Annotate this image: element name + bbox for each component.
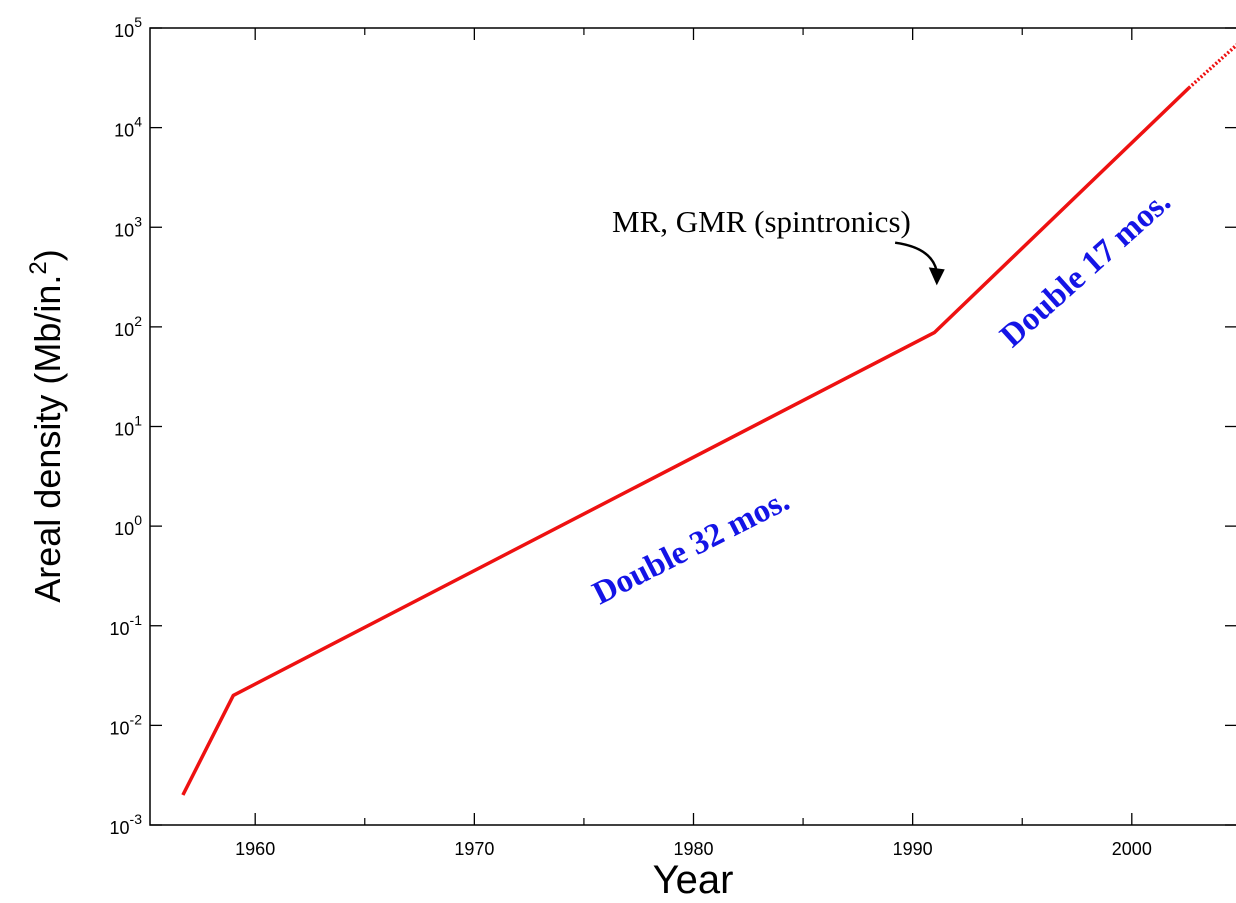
y-tick-base: 10 [110,818,130,838]
x-axis-title: Year [653,858,734,902]
y-tick-label: 10-3 [110,811,143,838]
y-tick-exponent: 2 [134,313,142,329]
y-tick-base: 10 [110,718,130,738]
y-tick-exponent: 4 [134,114,142,130]
y-tick-label: 100 [114,512,142,539]
x-tick-label: 1990 [893,839,933,859]
y-tick-label: 102 [114,313,142,340]
y-axis-title: Areal density (Mb/in.2) [25,249,68,603]
x-tick-label: 1960 [235,839,275,859]
x-tick-label: 2000 [1112,839,1152,859]
density-projection-line [1187,43,1236,90]
y-tick-base: 10 [114,220,134,240]
spintronics-arrow-shaft [894,241,938,272]
x-tick-label: 1980 [673,839,713,859]
y-tick-base: 10 [114,121,134,141]
y-tick-exponent: -1 [130,612,143,628]
y-tick-base: 10 [114,21,134,41]
y-tick-exponent: -2 [130,711,143,727]
y-tick-label: 10-1 [110,612,143,639]
series-layer [181,43,1236,796]
density-trend-line [181,86,1191,796]
y-tick-base: 10 [114,320,134,340]
annotation-double-17: Double 17 mos. [994,184,1178,355]
annotation-double-32: Double 32 mos. [587,482,795,612]
y-axis-title-sup: 2 [25,261,52,274]
y-tick-exponent: 1 [134,413,142,429]
y-tick-exponent: 3 [134,213,142,229]
x-ticks: 1960 1970 1980 1990 2000 [235,28,1152,859]
annotations-layer: Double 32 mos. Double 17 mos. MR, GMR (spi… [587,184,1178,612]
y-tick-label: 10-2 [110,711,143,738]
plot-frame [149,27,1236,826]
x-tick-label: 1970 [454,839,494,859]
y-tick-exponent: 5 [134,14,142,30]
y-axis-title-main: Areal density (Mb/in. [27,275,68,603]
y-tick-label: 103 [114,213,142,240]
y-axis-title-close: ) [27,249,68,261]
spintronics-arrow-head [928,267,945,286]
y-tick-base: 10 [114,420,134,440]
y-tick-base: 10 [114,519,134,539]
y-tick-label: 104 [114,114,142,141]
y-tick-label: 105 [114,14,142,41]
y-tick-label: 101 [114,413,142,440]
y-tick-base: 10 [110,619,130,639]
y-tick-exponent: -3 [130,811,143,827]
annotation-spintronics: MR, GMR (spintronics) [612,204,911,239]
y-tick-exponent: 0 [134,512,142,528]
